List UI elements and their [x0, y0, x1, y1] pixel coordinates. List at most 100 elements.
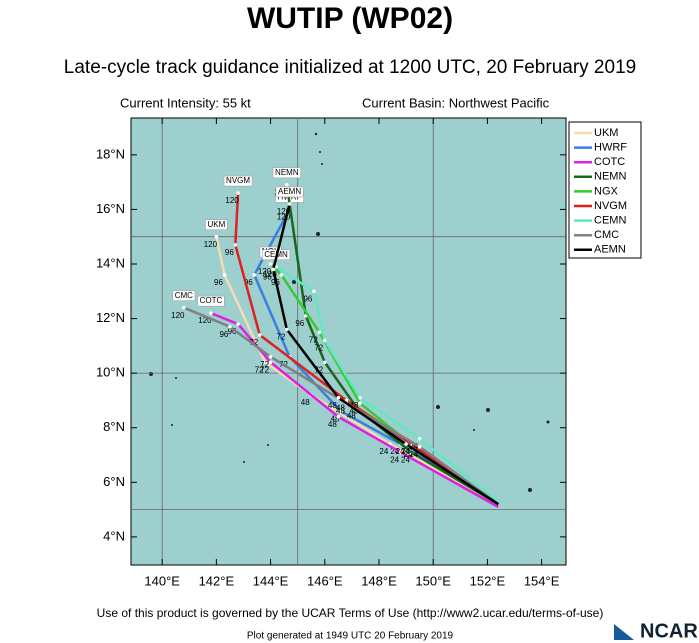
end-label-box — [205, 219, 228, 230]
end-label-box — [275, 186, 304, 198]
legend-label: UKM — [594, 127, 618, 139]
track-line — [183, 306, 499, 506]
track-point — [317, 330, 322, 335]
track-point — [358, 395, 362, 400]
end-label: NEMN — [272, 167, 301, 179]
legend-label: CMC — [594, 229, 619, 241]
y-tick-label: 6°N — [103, 474, 125, 489]
track-point — [236, 191, 240, 195]
x-tick-label: 152°E — [470, 573, 506, 588]
track-point — [263, 360, 267, 365]
x-tick-label: 140°E — [144, 573, 180, 588]
track-point — [236, 322, 240, 326]
track-point — [222, 273, 227, 277]
track-point — [257, 333, 262, 337]
hour-label: 96 — [219, 330, 228, 339]
legend-label: NVGM — [594, 200, 627, 212]
hour-label: 120 — [204, 240, 218, 249]
hour-label: 120 — [277, 213, 291, 222]
track-line — [275, 265, 500, 503]
hour-label: 48 — [350, 401, 359, 410]
legend-label: COTC — [594, 156, 625, 168]
hour-label: 72 — [309, 335, 318, 344]
hour-label: 96 — [244, 278, 253, 287]
x-tick-label: 144°E — [253, 573, 289, 588]
track-point — [339, 409, 343, 414]
hour-label: 72 — [276, 333, 285, 342]
legend-label: NGX — [594, 185, 619, 197]
track-point — [268, 262, 273, 266]
x-tick-label: 150°E — [415, 573, 451, 588]
plot-area — [130, 117, 567, 566]
hour-label: 96 — [228, 327, 237, 336]
track-point — [322, 360, 327, 365]
hour-label: 24 — [404, 450, 413, 459]
current-intensity: Current Intensity: 55 kt — [120, 95, 251, 110]
track-point — [409, 450, 414, 455]
track-point — [285, 183, 289, 187]
track-point — [233, 243, 238, 247]
footer: Use of this product is governed by the U… — [97, 606, 604, 620]
y-tick-label: 10°N — [96, 365, 125, 380]
track-line — [215, 236, 499, 506]
track-point — [209, 311, 213, 315]
x-tick-label: 142°E — [199, 573, 235, 588]
hour-label: 48 — [331, 414, 340, 423]
hour-label: 72 — [260, 365, 269, 374]
hour-label: 24 — [390, 447, 399, 456]
y-tick-label: 12°N — [96, 310, 125, 325]
track-point — [404, 442, 408, 446]
chart-title: WUTIP (WP02) — [247, 2, 453, 35]
end-label-box — [172, 290, 196, 301]
track-point — [417, 436, 422, 441]
end-label: NVGM — [223, 175, 253, 187]
hour-label: 24 — [401, 455, 410, 464]
x-tick-label: 154°E — [524, 573, 560, 588]
y-tick-label: 14°N — [96, 255, 125, 270]
chart-subtitle: Late-cycle track guidance initialized at… — [64, 57, 636, 78]
hour-label: 48 — [347, 412, 356, 421]
legend-label: NEMN — [594, 171, 626, 183]
hour-label: 48 — [328, 420, 337, 429]
y-tick-label: 16°N — [96, 201, 125, 216]
track-point — [322, 338, 327, 343]
hour-label: 24 — [390, 455, 399, 464]
end-label-text: CMC — [175, 291, 193, 300]
hour-label: 48 — [336, 406, 345, 415]
track-point — [252, 273, 257, 277]
hour-label: 72 — [255, 365, 264, 374]
hour-label: 96 — [295, 319, 304, 328]
hour-label: 120 — [263, 270, 277, 279]
x-tick-label: 148°E — [361, 573, 397, 588]
hour-label: 24 — [409, 450, 418, 459]
track-point — [285, 327, 289, 332]
hour-label: 120 — [225, 196, 239, 205]
hour-label: 48 — [336, 404, 345, 413]
track-line — [285, 184, 499, 506]
hour-label: 24 — [379, 447, 388, 456]
track-point — [271, 267, 276, 272]
track-point — [417, 445, 422, 449]
hour-label: 96 — [214, 278, 223, 287]
track-point — [287, 202, 292, 206]
hour-label: 72 — [314, 344, 323, 353]
hour-label: 24 — [409, 442, 418, 451]
hour-label: 96 — [303, 294, 312, 303]
track-point — [336, 395, 341, 400]
x-tick-label: 146°E — [307, 573, 343, 588]
hour-label: 72 — [260, 360, 269, 369]
track-point — [214, 234, 219, 239]
logo-mark — [614, 624, 634, 640]
track-point — [268, 354, 273, 359]
hour-label: 120 — [258, 267, 272, 276]
hour-label: 120 — [277, 207, 291, 216]
track-point — [398, 450, 403, 455]
hour-label: 72 — [249, 338, 258, 347]
legend-label: AEMN — [594, 244, 626, 256]
end-label-box — [272, 167, 301, 179]
hour-label: 72 — [314, 365, 323, 374]
hour-label: 24 — [401, 447, 410, 456]
end-label-box — [223, 175, 253, 187]
hour-label: 48 — [328, 401, 337, 410]
